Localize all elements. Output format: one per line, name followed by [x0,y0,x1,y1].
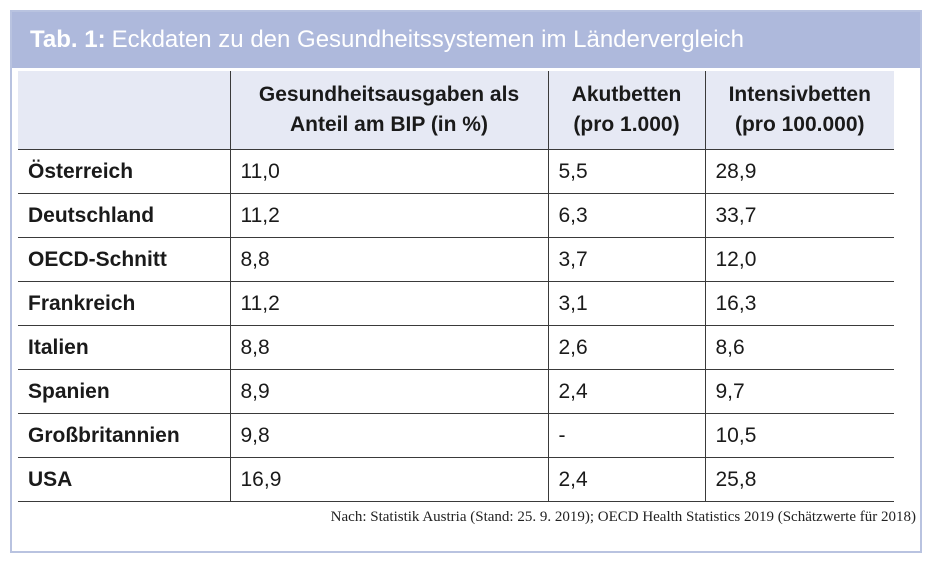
country-cell: Frankreich [18,281,230,326]
health-expenditure-cell: 11,2 [229,193,548,238]
table-row: Spanien 8,9 2,4 9,7 [18,369,894,414]
country-cell: Österreich [18,149,230,194]
header-line: (pro 1.000) [573,113,680,136]
header-cell-icu-beds: Intensivbetten (pro 100.000) [704,71,894,150]
icu-beds-cell: 16,3 [704,281,894,326]
country-cell: USA [18,457,230,502]
icu-beds-cell: 25,8 [704,457,894,502]
table-header-row: Gesundheitsausgaben als Anteil am BIP (i… [18,71,894,150]
health-expenditure-cell: 11,2 [229,281,548,326]
header-line: Anteil am BIP (in %) [290,113,488,136]
header-cell-acute-beds: Akutbetten (pro 1.000) [547,71,705,150]
country-cell: Deutschland [18,193,230,238]
header-line: (pro 100.000) [734,113,865,136]
health-expenditure-cell: 8,8 [229,325,548,370]
acute-beds-cell: 5,5 [547,149,705,194]
country-cell: Großbritannien [18,413,230,458]
health-expenditure-cell: 9,8 [229,413,548,458]
table-title: Eckdaten zu den Gesundheitssystemen im L… [111,26,744,53]
source-note: Nach: Statistik Austria (Stand: 25. 9. 2… [330,509,916,525]
table-row: Österreich 11,0 5,5 28,9 [18,149,894,194]
acute-beds-cell: 3,1 [547,281,705,326]
header-line: Intensivbetten [728,83,871,106]
header-line: Akutbetten [571,83,682,106]
comparison-table: Gesundheitsausgaben als Anteil am BIP (i… [18,71,894,502]
header-cell-empty [18,71,230,150]
icu-beds-cell: 28,9 [704,149,894,194]
health-expenditure-cell: 11,0 [229,149,548,194]
country-cell: OECD-Schnitt [18,237,230,282]
acute-beds-cell: 3,7 [547,237,705,282]
table-title-bar: Tab. 1: Eckdaten zu den Gesundheitssyste… [12,12,920,68]
acute-beds-cell: 6,3 [547,193,705,238]
table-number-label: Tab. 1: [30,26,106,53]
table-row: OECD-Schnitt 8,8 3,7 12,0 [18,237,894,282]
icu-beds-cell: 12,0 [704,237,894,282]
acute-beds-cell: 2,4 [547,457,705,502]
acute-beds-cell: - [547,413,705,458]
icu-beds-cell: 10,5 [704,413,894,458]
table-row: Großbritannien 9,8 - 10,5 [18,413,894,458]
acute-beds-cell: 2,6 [547,325,705,370]
table-row: Frankreich 11,2 3,1 16,3 [18,281,894,326]
country-cell: Italien [18,325,230,370]
table-row: Deutschland 11,2 6,3 33,7 [18,193,894,238]
icu-beds-cell: 9,7 [704,369,894,414]
table-row: Italien 8,8 2,6 8,6 [18,325,894,370]
health-expenditure-cell: 8,9 [229,369,548,414]
acute-beds-cell: 2,4 [547,369,705,414]
country-cell: Spanien [18,369,230,414]
health-expenditure-cell: 8,8 [229,237,548,282]
icu-beds-cell: 33,7 [704,193,894,238]
health-expenditure-cell: 16,9 [229,457,548,502]
icu-beds-cell: 8,6 [704,325,894,370]
header-line: Gesundheitsausgaben als [258,83,520,106]
table-row: USA 16,9 2,4 25,8 [18,457,894,502]
header-cell-health-expenditure: Gesundheitsausgaben als Anteil am BIP (i… [229,71,548,150]
